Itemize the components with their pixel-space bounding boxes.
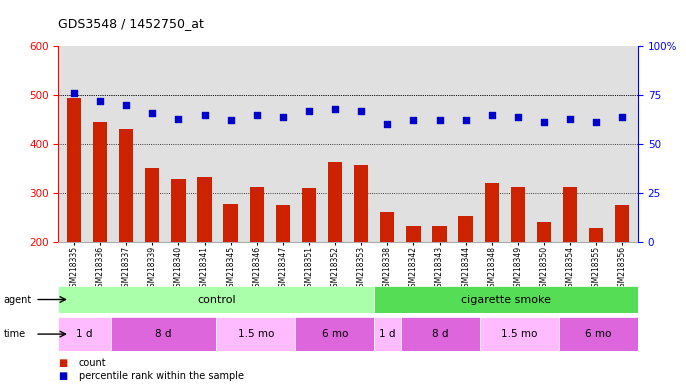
Bar bbox=[145, 169, 159, 242]
Point bbox=[382, 121, 393, 127]
Point bbox=[69, 90, 80, 96]
Bar bbox=[302, 188, 316, 242]
Bar bbox=[296, 317, 375, 351]
Bar bbox=[58, 286, 375, 313]
Text: count: count bbox=[79, 358, 106, 368]
Bar bbox=[589, 228, 604, 242]
Point bbox=[329, 106, 340, 112]
Bar bbox=[58, 317, 111, 351]
Point bbox=[147, 109, 158, 116]
Bar bbox=[480, 317, 559, 351]
Text: 8 d: 8 d bbox=[432, 329, 449, 339]
Point bbox=[512, 114, 523, 120]
Point bbox=[225, 118, 236, 124]
Bar bbox=[375, 286, 638, 313]
Point bbox=[408, 118, 419, 124]
Text: control: control bbox=[197, 295, 236, 305]
Point bbox=[277, 114, 288, 120]
Text: 6 mo: 6 mo bbox=[322, 329, 348, 339]
Point bbox=[617, 114, 628, 120]
Text: agent: agent bbox=[3, 295, 32, 305]
Bar bbox=[406, 226, 421, 242]
Point bbox=[173, 116, 184, 122]
Point bbox=[356, 108, 367, 114]
Bar bbox=[328, 162, 342, 242]
Point bbox=[251, 112, 262, 118]
Bar bbox=[224, 204, 238, 242]
Point bbox=[486, 112, 497, 118]
Text: 1 d: 1 d bbox=[379, 329, 396, 339]
Point bbox=[460, 118, 471, 124]
Point bbox=[121, 102, 132, 108]
Text: ■: ■ bbox=[58, 358, 67, 368]
Text: 6 mo: 6 mo bbox=[585, 329, 612, 339]
Point bbox=[565, 116, 576, 122]
Point bbox=[95, 98, 106, 104]
Point bbox=[199, 112, 210, 118]
Bar bbox=[615, 205, 630, 242]
Text: 1.5 mo: 1.5 mo bbox=[501, 329, 538, 339]
Bar bbox=[216, 317, 296, 351]
Text: 1 d: 1 d bbox=[76, 329, 93, 339]
Bar bbox=[67, 98, 81, 242]
Bar bbox=[111, 317, 216, 351]
Bar bbox=[119, 129, 133, 242]
Bar bbox=[484, 183, 499, 242]
Bar bbox=[354, 165, 368, 242]
Bar bbox=[510, 187, 525, 242]
Bar bbox=[458, 217, 473, 242]
Text: 1.5 mo: 1.5 mo bbox=[238, 329, 274, 339]
Text: 8 d: 8 d bbox=[156, 329, 172, 339]
Point bbox=[303, 108, 314, 114]
Bar bbox=[559, 317, 638, 351]
Bar bbox=[401, 317, 480, 351]
Text: GDS3548 / 1452750_at: GDS3548 / 1452750_at bbox=[58, 17, 204, 30]
Text: cigarette smoke: cigarette smoke bbox=[461, 295, 552, 305]
Bar bbox=[93, 122, 107, 242]
Bar bbox=[432, 226, 447, 242]
Bar bbox=[375, 317, 401, 351]
Text: time: time bbox=[3, 329, 25, 339]
Bar bbox=[198, 177, 212, 242]
Bar bbox=[380, 212, 394, 242]
Bar bbox=[250, 187, 264, 242]
Point bbox=[434, 118, 445, 124]
Bar bbox=[563, 187, 578, 242]
Bar bbox=[537, 222, 551, 242]
Text: percentile rank within the sample: percentile rank within the sample bbox=[79, 371, 244, 381]
Bar bbox=[172, 179, 186, 242]
Point bbox=[539, 119, 549, 126]
Text: ■: ■ bbox=[58, 371, 67, 381]
Point bbox=[591, 119, 602, 126]
Bar bbox=[276, 205, 290, 242]
